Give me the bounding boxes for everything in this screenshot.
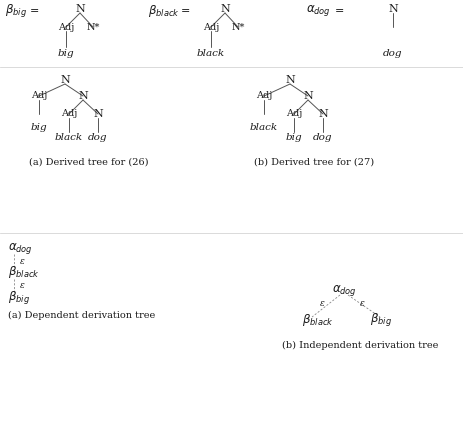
Text: (b) Derived tree for (27): (b) Derived tree for (27) <box>254 158 374 166</box>
Text: N: N <box>60 75 70 85</box>
Text: $\alpha_{dog}$: $\alpha_{dog}$ <box>332 283 357 298</box>
Text: $\alpha_{dog}$: $\alpha_{dog}$ <box>8 240 33 255</box>
Text: ε: ε <box>19 282 25 291</box>
Text: ε: ε <box>19 256 25 266</box>
Text: Adj: Adj <box>286 109 302 118</box>
Text: N: N <box>303 91 313 101</box>
Text: N: N <box>93 109 103 119</box>
Text: (a) Derived tree for (26): (a) Derived tree for (26) <box>29 158 149 166</box>
Text: $\beta_{black}$: $\beta_{black}$ <box>8 264 40 280</box>
Text: N: N <box>388 4 398 14</box>
Text: black: black <box>55 134 83 142</box>
Text: big: big <box>31 124 47 133</box>
Text: Adj: Adj <box>256 92 272 101</box>
Text: dog: dog <box>383 49 403 57</box>
Text: N: N <box>285 75 295 85</box>
Text: N: N <box>220 4 230 14</box>
Text: $\beta_{big}$: $\beta_{big}$ <box>5 3 27 20</box>
Text: big: big <box>286 134 302 142</box>
Text: N*: N* <box>86 23 100 32</box>
Text: Adj: Adj <box>58 23 74 32</box>
Text: N: N <box>78 91 88 101</box>
Text: $\beta_{big}$: $\beta_{big}$ <box>8 288 30 306</box>
Text: (b) Independent derivation tree: (b) Independent derivation tree <box>282 340 438 350</box>
Text: (a) Dependent derivation tree: (a) Dependent derivation tree <box>8 311 155 320</box>
Text: Adj: Adj <box>61 109 77 118</box>
Text: $\beta_{black}$: $\beta_{black}$ <box>302 312 334 328</box>
Text: $\alpha_{dog}$: $\alpha_{dog}$ <box>306 4 331 19</box>
Text: $\beta_{big}$: $\beta_{big}$ <box>370 312 392 328</box>
Text: $\beta_{black}$: $\beta_{black}$ <box>148 3 180 19</box>
Text: =: = <box>181 6 190 16</box>
Text: big: big <box>58 49 75 57</box>
Text: Adj: Adj <box>31 92 47 101</box>
Text: =: = <box>335 6 344 16</box>
Text: dog: dog <box>313 134 333 142</box>
Text: Adj: Adj <box>203 23 219 32</box>
Text: =: = <box>30 6 39 16</box>
Text: ε: ε <box>360 299 364 308</box>
Text: N*: N* <box>232 23 244 32</box>
Text: black: black <box>250 124 278 133</box>
Text: ε: ε <box>319 299 325 308</box>
Text: dog: dog <box>88 134 108 142</box>
Text: N: N <box>75 4 85 14</box>
Text: black: black <box>197 49 225 57</box>
Text: N: N <box>318 109 328 119</box>
